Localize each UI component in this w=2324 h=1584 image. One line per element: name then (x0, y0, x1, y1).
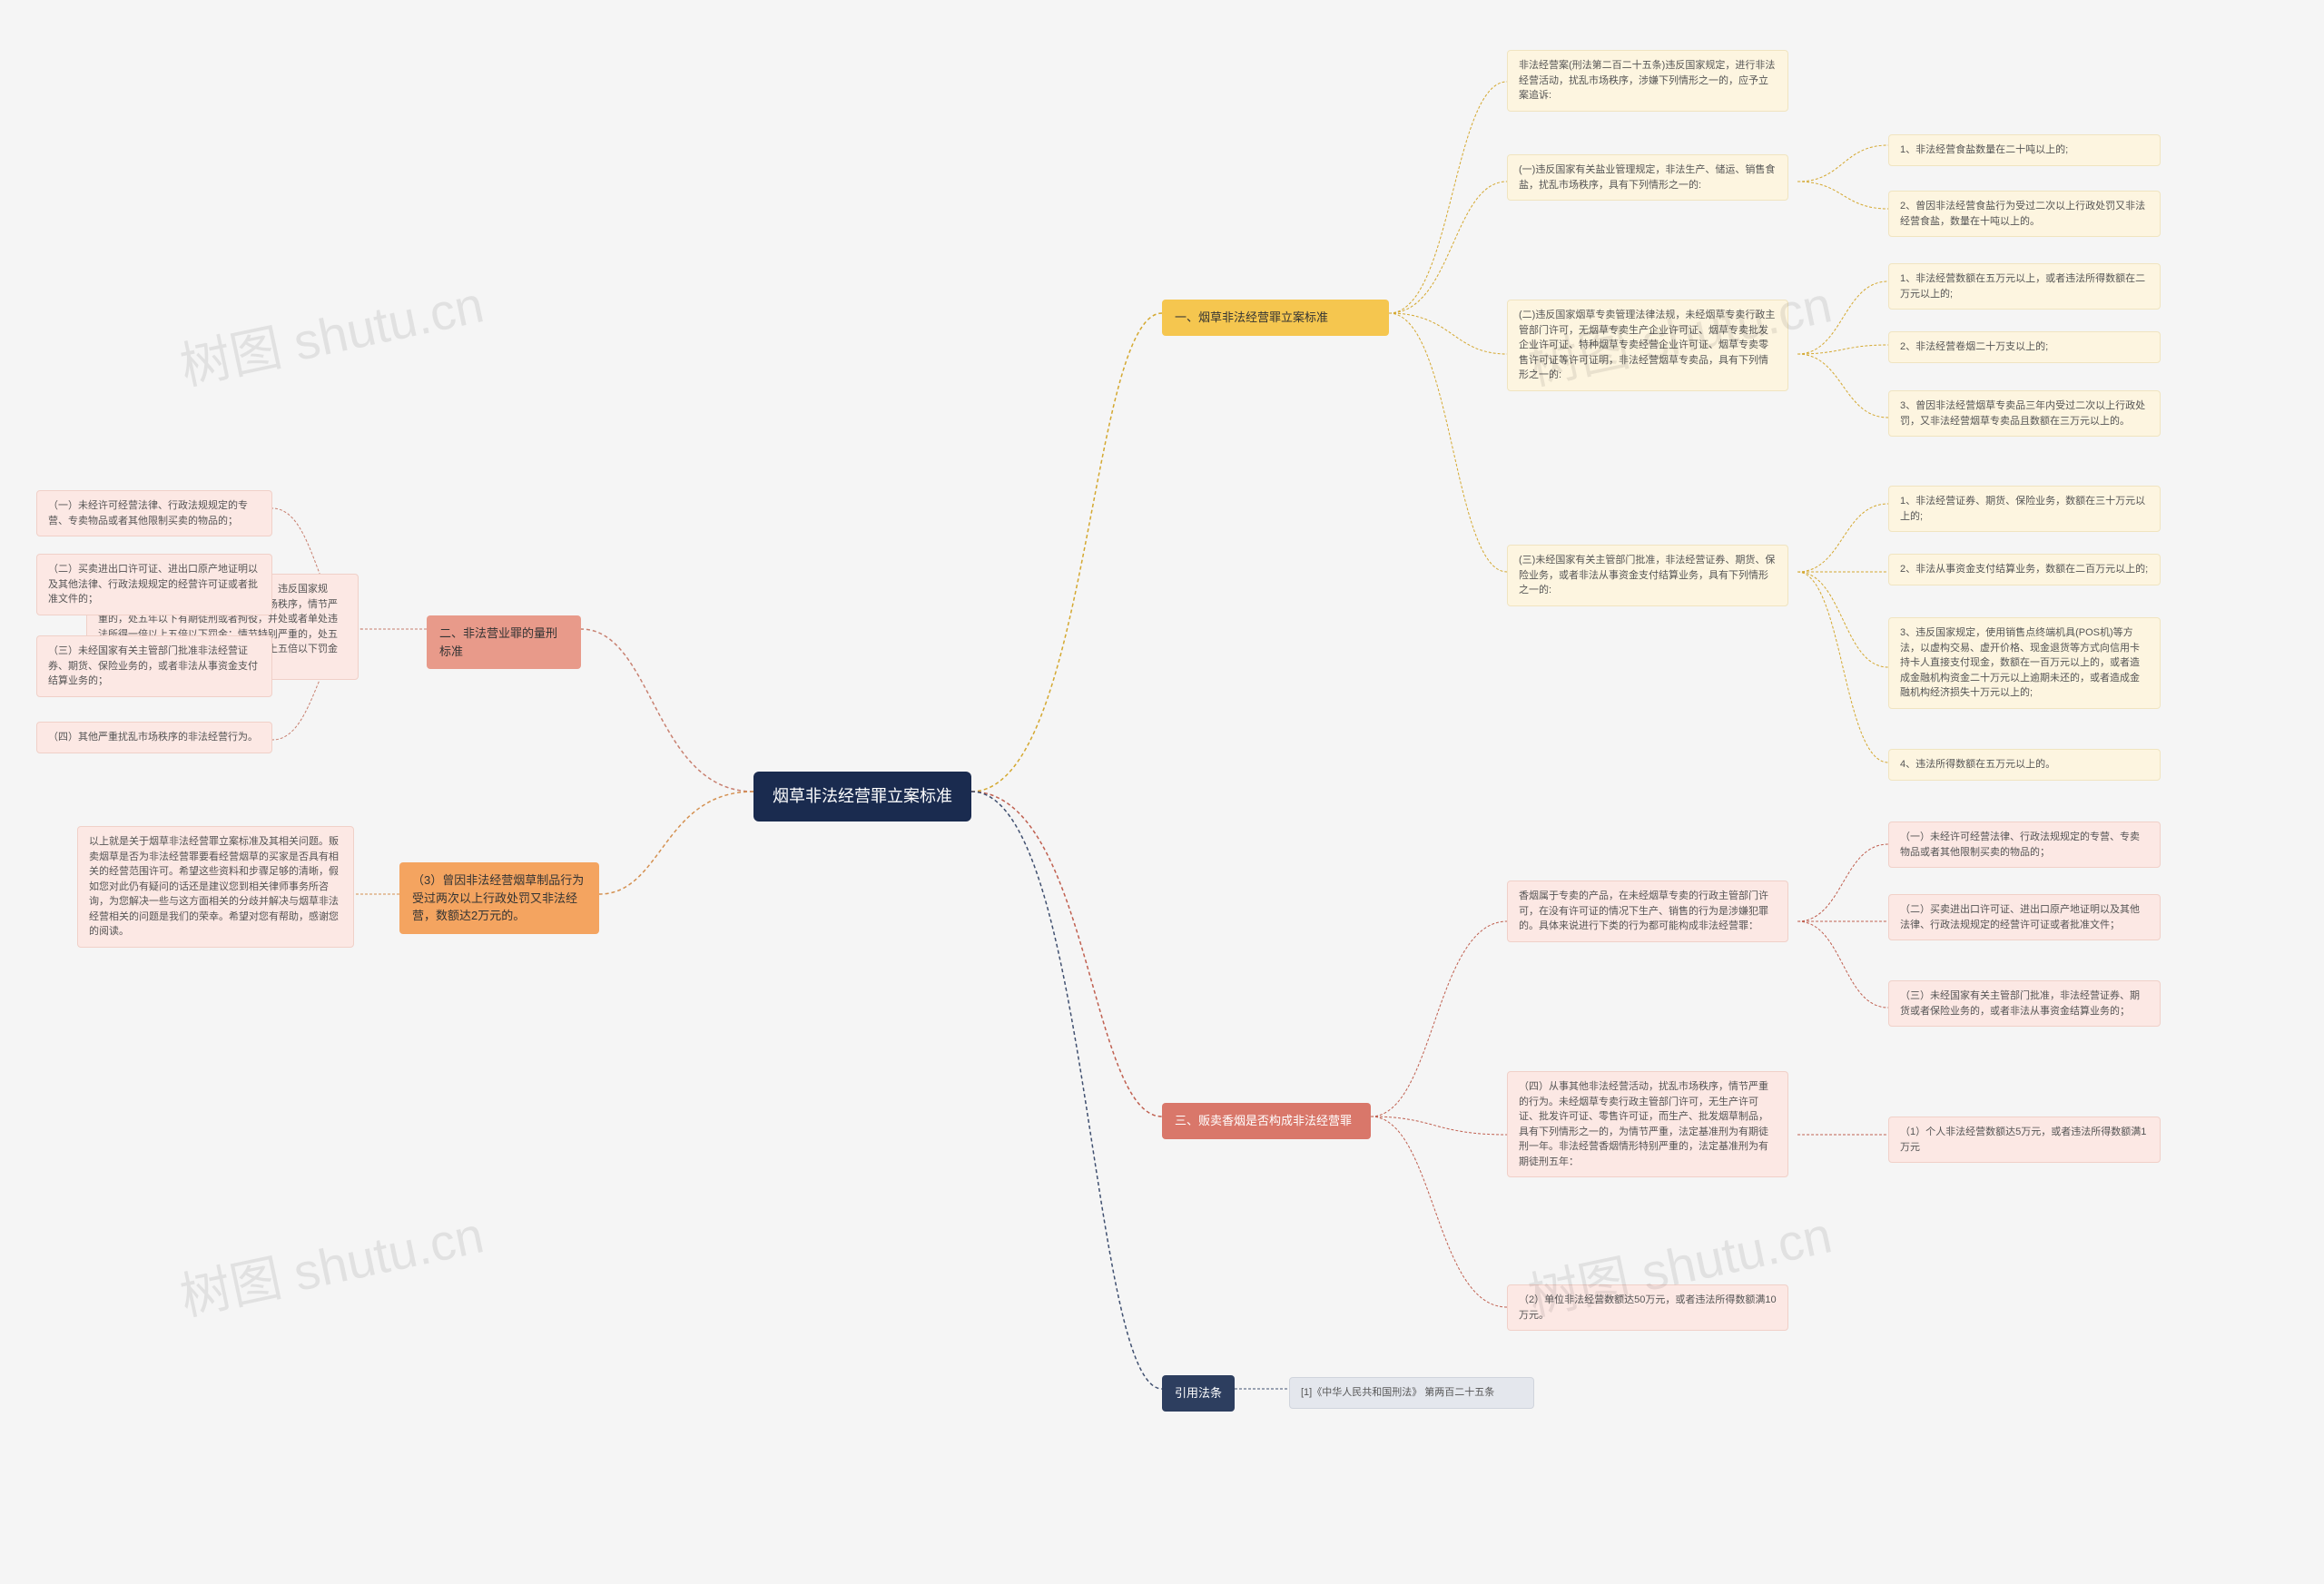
hl-n1: 以上就是关于烟草非法经营罪立案标准及其相关问题。贩卖烟草是否为非法经营罪要看经营… (77, 826, 354, 948)
b3-n1: 香烟属于专卖的产品，在未经烟草专卖的行政主管部门许可，在没有许可证的情况下生产、… (1507, 881, 1788, 942)
b1-n4-1: 1、非法经营证券、期货、保险业务，数额在三十万元以上的; (1888, 486, 2161, 532)
b1-n3: (二)违反国家烟草专卖管理法律法规，未经烟草专卖行政主管部门许可，无烟草专卖生产… (1507, 300, 1788, 391)
root-node[interactable]: 烟草非法经营罪立案标准 (753, 772, 971, 822)
b1-n3-2: 2、非法经营卷烟二十万支以上的; (1888, 331, 2161, 363)
b3-n1-2: （二）买卖进出口许可证、进出口原产地证明以及其他法律、行政法规规定的经营许可证或… (1888, 894, 2161, 940)
connector-lines (0, 0, 2324, 1584)
b2-n1-4: （四）其他严重扰乱市场秩序的非法经营行为。 (36, 722, 272, 753)
b1-n2-1: 1、非法经营食盐数量在二十吨以上的; (1888, 134, 2161, 166)
b2-n1-3: （三）未经国家有关主管部门批准非法经营证券、期货、保险业务的，或者非法从事资金支… (36, 635, 272, 697)
b3-n1-1: （一）未经许可经营法律、行政法规规定的专营、专卖物品或者其他限制买卖的物品的； (1888, 822, 2161, 868)
b2-n1-2: （二）买卖进出口许可证、进出口原产地证明以及其他法律、行政法规规定的经营许可证或… (36, 554, 272, 615)
b1-n1: 非法经营案(刑法第二百二十五条)违反国家规定，进行非法经营活动，扰乱市场秩序，涉… (1507, 50, 1788, 112)
b1-n3-3: 3、曾因非法经营烟草专卖品三年内受过二次以上行政处罚，又非法经营烟草专卖品且数额… (1888, 390, 2161, 437)
branch-1-title[interactable]: 一、烟草非法经营罪立案标准 (1162, 300, 1389, 336)
b1-n4: (三)未经国家有关主管部门批准，非法经营证券、期货、保险业务，或者非法从事资金支… (1507, 545, 1788, 606)
b1-n4-4: 4、违法所得数额在五万元以上的。 (1888, 749, 2161, 781)
branch-4-title[interactable]: 引用法条 (1162, 1375, 1235, 1412)
highlight-title[interactable]: （3）曾因非法经营烟草制品行为受过两次以上行政处罚又非法经营，数额达2万元的。 (399, 862, 599, 934)
b1-n4-3: 3、违反国家规定，使用销售点终端机具(POS机)等方法，以虚构交易、虚开价格、现… (1888, 617, 2161, 709)
b1-n2: (一)违反国家有关盐业管理规定，非法生产、储运、销售食盐，扰乱市场秩序，具有下列… (1507, 154, 1788, 201)
b1-n4-2: 2、非法从事资金支付结算业务，数额在二百万元以上的; (1888, 554, 2161, 585)
b3-n2-1: （1）个人非法经营数额达5万元，或者违法所得数额满1万元 (1888, 1117, 2161, 1163)
b3-n2: （四）从事其他非法经营活动，扰乱市场秩序，情节严重的行为。未经烟草专卖行政主管部… (1507, 1071, 1788, 1177)
b4-n1: [1]《中华人民共和国刑法》 第两百二十五条 (1289, 1377, 1534, 1409)
branch-2-title[interactable]: 二、非法营业罪的量刑标准 (427, 615, 581, 669)
b2-n1-1: （一）未经许可经营法律、行政法规规定的专营、专卖物品或者其他限制买卖的物品的； (36, 490, 272, 536)
b3-n2-2: （2）单位非法经营数额达50万元，或者违法所得数额满10万元。 (1507, 1284, 1788, 1331)
b3-n1-3: （三）未经国家有关主管部门批准，非法经营证券、期货或者保险业务的，或者非法从事资… (1888, 980, 2161, 1027)
b1-n3-1: 1、非法经营数额在五万元以上，或者违法所得数额在二万元以上的; (1888, 263, 2161, 310)
branch-3-title[interactable]: 三、贩卖香烟是否构成非法经营罪 (1162, 1103, 1371, 1139)
b1-n2-2: 2、曾因非法经营食盐行为受过二次以上行政处罚又非法经营食盐，数量在十吨以上的。 (1888, 191, 2161, 237)
